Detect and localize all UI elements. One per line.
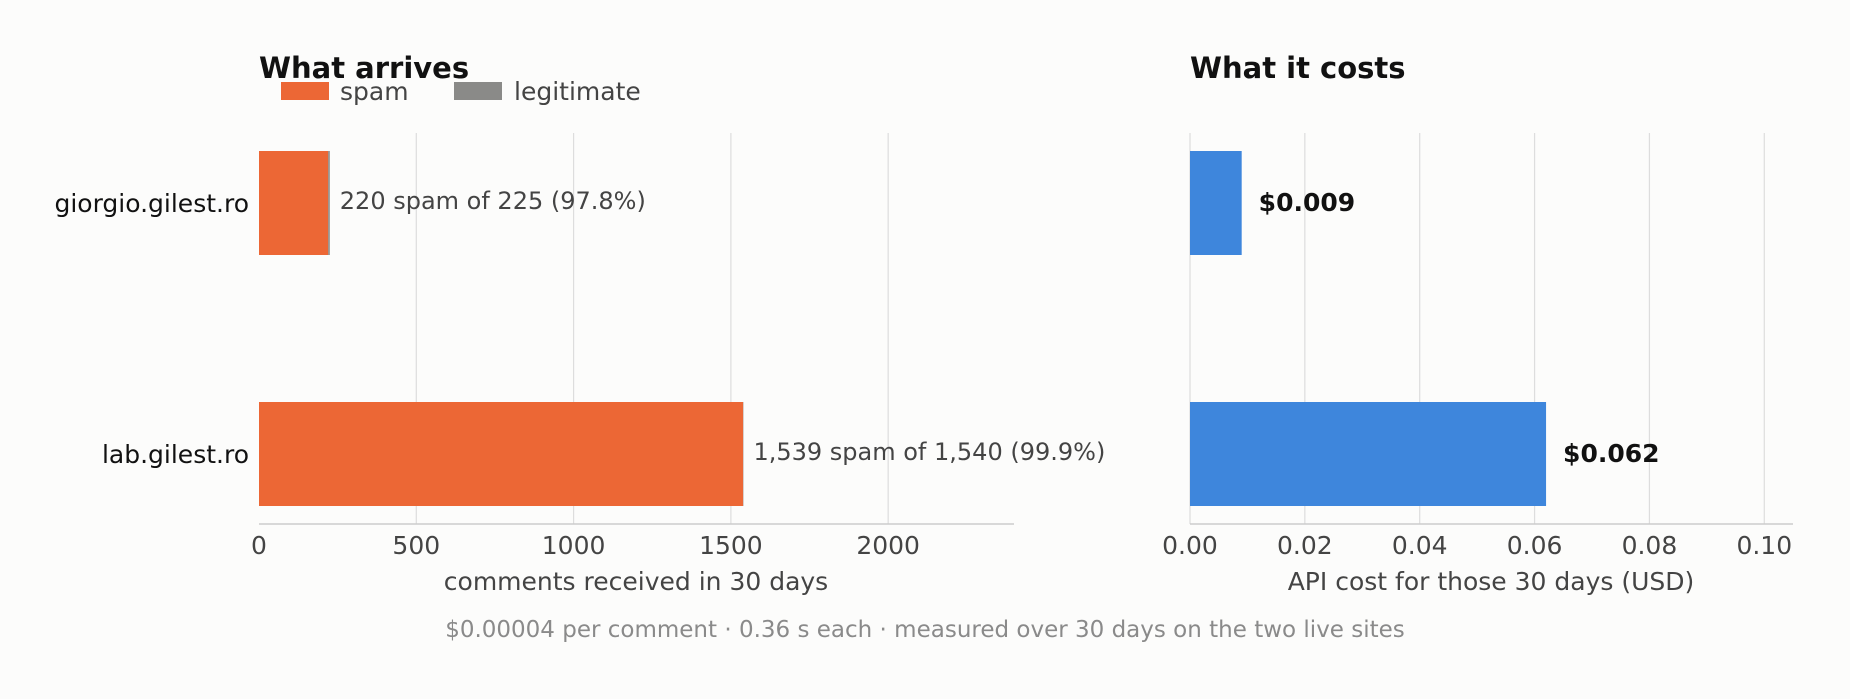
arrivals-bar-spam	[259, 151, 329, 255]
arrivals-x-tick-labels: 0 500 1000 1500 2000	[251, 531, 920, 560]
cost-bar	[1190, 151, 1242, 255]
arrivals-x-tick-label: 1000	[542, 531, 606, 560]
cost-x-axis-label: API cost for those 30 days (USD)	[1288, 567, 1695, 596]
cost-chart-title: What it costs	[1190, 51, 1406, 85]
cost-x-tick-label: 0.04	[1392, 531, 1448, 560]
arrivals-legend: spam legitimate	[281, 77, 641, 106]
arrivals-chart-title: What arrives	[259, 51, 469, 85]
cost-bar	[1190, 402, 1547, 506]
cost-bars	[1190, 151, 1547, 506]
arrivals-category-labels: giorgio.gilest.ro lab.gilest.ro	[54, 189, 249, 469]
arrivals-x-tick-label: 500	[392, 531, 440, 560]
legend-spam-label: spam	[340, 77, 409, 106]
cost-x-tick-label: 0.06	[1507, 531, 1563, 560]
category-label: lab.gilest.ro	[102, 440, 249, 469]
arrivals-x-tick-label: 2000	[856, 531, 920, 560]
cost-x-tick-label: 0.02	[1277, 531, 1333, 560]
category-label: giorgio.gilest.ro	[54, 189, 249, 218]
legend-legitimate-swatch	[454, 82, 502, 100]
arrivals-chart: What arrives spam legitimate giorgio.gil…	[54, 51, 1105, 596]
cost-bar-label: $0.009	[1259, 188, 1355, 217]
footnote: $0.00004 per comment · 0.36 s each · mea…	[445, 617, 1405, 643]
cost-x-tick-label: 0.00	[1162, 531, 1218, 560]
arrivals-x-axis-label: comments received in 30 days	[444, 567, 828, 596]
cost-bar-label: $0.062	[1563, 439, 1659, 468]
arrivals-bar-label: 1,539 spam of 1,540 (99.9%)	[753, 438, 1105, 466]
arrivals-x-tick-label: 1500	[699, 531, 763, 560]
arrivals-bars	[259, 151, 744, 506]
cost-bar-labels: $0.009 $0.062	[1259, 188, 1660, 468]
arrivals-bar-labels: 220 spam of 225 (97.8%) 1,539 spam of 1,5…	[340, 187, 1106, 466]
legend-spam-swatch	[281, 82, 329, 100]
cost-x-tick-label: 0.10	[1736, 531, 1792, 560]
cost-chart: What it costs $0.009$0.062 0.00 0.02 0.04 0…	[1162, 51, 1793, 596]
arrivals-bar-spam	[259, 402, 744, 506]
arrivals-bar-label: 220 spam of 225 (97.8%)	[340, 187, 646, 215]
legend-legitimate-label: legitimate	[514, 77, 641, 106]
arrivals-x-tick-label: 0	[251, 531, 267, 560]
arrivals-bar-legitimate	[328, 151, 330, 255]
cost-x-tick-labels: 0.00 0.02 0.04 0.06 0.08 0.10	[1162, 531, 1792, 560]
cost-x-tick-label: 0.08	[1622, 531, 1678, 560]
